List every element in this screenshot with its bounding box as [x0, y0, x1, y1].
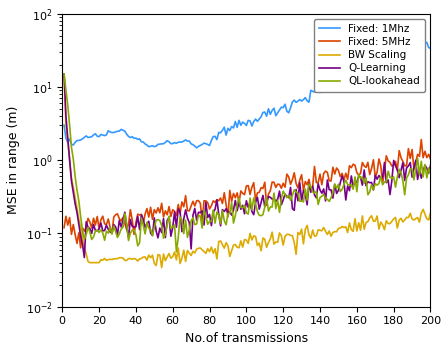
Line: Q-Learning: Q-Learning — [64, 74, 431, 258]
Fixed: 5MHz: (195, 1.91): 5MHz: (195, 1.91) — [418, 138, 424, 142]
Fixed: 1Mhz: (54, 1.67): 1Mhz: (54, 1.67) — [159, 142, 164, 146]
Line: Fixed: 5MHz: Fixed: 5MHz — [64, 140, 431, 248]
Legend: Fixed: 1Mhz, Fixed: 5MHz, BW Scaling, Q-Learning, QL-lookahead: Fixed: 1Mhz, Fixed: 5MHz, BW Scaling, Q-… — [314, 19, 425, 92]
QL-lookahead — [398, 170, 404, 175]
QL-lookahead — [76, 199, 82, 203]
QL-lookahead — [159, 223, 164, 227]
Q-Learning — [161, 216, 166, 221]
Line: BW Scaling: BW Scaling — [64, 74, 431, 268]
Q-Learning — [398, 168, 404, 172]
Fixed: 5MHz: (184, 1.08): 5MHz: (184, 1.08) — [398, 156, 404, 160]
Fixed: 5MHz: (14, 0.161): 5MHz: (14, 0.161) — [85, 216, 90, 220]
BW Scaling — [161, 252, 166, 256]
Line: Fixed: 1Mhz: Fixed: 1Mhz — [64, 42, 431, 148]
QL-lookahead — [129, 228, 135, 232]
Q-Learning — [428, 163, 433, 168]
Q-Learning — [61, 72, 67, 76]
X-axis label: No.of transmissions: No.of transmissions — [185, 332, 308, 345]
Fixed: 5MHz: (1, 0.12): 5MHz: (1, 0.12) — [61, 226, 67, 230]
QL-lookahead — [61, 72, 67, 76]
Line: QL-lookahead: QL-lookahead — [64, 74, 431, 252]
Q-Learning — [131, 225, 137, 229]
Fixed: 5MHz: (9, 0.102): 5MHz: (9, 0.102) — [76, 231, 82, 235]
Fixed: 1Mhz: (38, 2.09): 1Mhz: (38, 2.09) — [129, 134, 135, 139]
Fixed: 1Mhz: (200, 33.6): 1Mhz: (200, 33.6) — [428, 46, 433, 50]
Fixed: 1Mhz: (1, 3): 1Mhz: (1, 3) — [61, 123, 67, 127]
QL-lookahead — [83, 233, 89, 237]
Fixed: 1Mhz: (73, 1.47): 1Mhz: (73, 1.47) — [194, 146, 199, 150]
BW Scaling — [83, 252, 89, 256]
Fixed: 1Mhz: (191, 30): 1Mhz: (191, 30) — [411, 50, 417, 54]
Q-Learning — [85, 225, 90, 229]
Fixed: 5MHz: (55, 0.168): 5MHz: (55, 0.168) — [161, 215, 166, 219]
BW Scaling — [428, 211, 433, 215]
Fixed: 1Mhz: (9, 1.86): 1Mhz: (9, 1.86) — [76, 138, 82, 143]
Fixed: 5MHz: (191, 0.762): 5MHz: (191, 0.762) — [411, 167, 417, 171]
Fixed: 5MHz: (39, 0.0971): 5MHz: (39, 0.0971) — [131, 232, 137, 237]
BW Scaling — [159, 265, 164, 270]
QL-lookahead — [411, 178, 417, 182]
Fixed: 5MHz: (200, 1.04): 5MHz: (200, 1.04) — [428, 157, 433, 161]
Q-Learning — [76, 222, 82, 226]
Fixed: 1Mhz: (198, 40.7): 1Mhz: (198, 40.7) — [424, 40, 430, 44]
BW Scaling — [76, 217, 82, 221]
BW Scaling — [61, 72, 67, 76]
Fixed: 1Mhz: (184, 25.3): 1Mhz: (184, 25.3) — [398, 55, 404, 59]
BW Scaling — [129, 257, 135, 262]
Fixed: 5MHz: (10, 0.0636): 5MHz: (10, 0.0636) — [78, 246, 83, 250]
QL-lookahead — [428, 171, 433, 175]
BW Scaling — [411, 218, 417, 222]
Q-Learning — [82, 256, 87, 260]
Q-Learning — [411, 166, 417, 170]
BW Scaling — [398, 216, 404, 220]
Fixed: 1Mhz: (13, 2.14): 1Mhz: (13, 2.14) — [83, 134, 89, 138]
Y-axis label: MSE in range (m): MSE in range (m) — [7, 106, 20, 214]
QL-lookahead — [174, 250, 179, 254]
